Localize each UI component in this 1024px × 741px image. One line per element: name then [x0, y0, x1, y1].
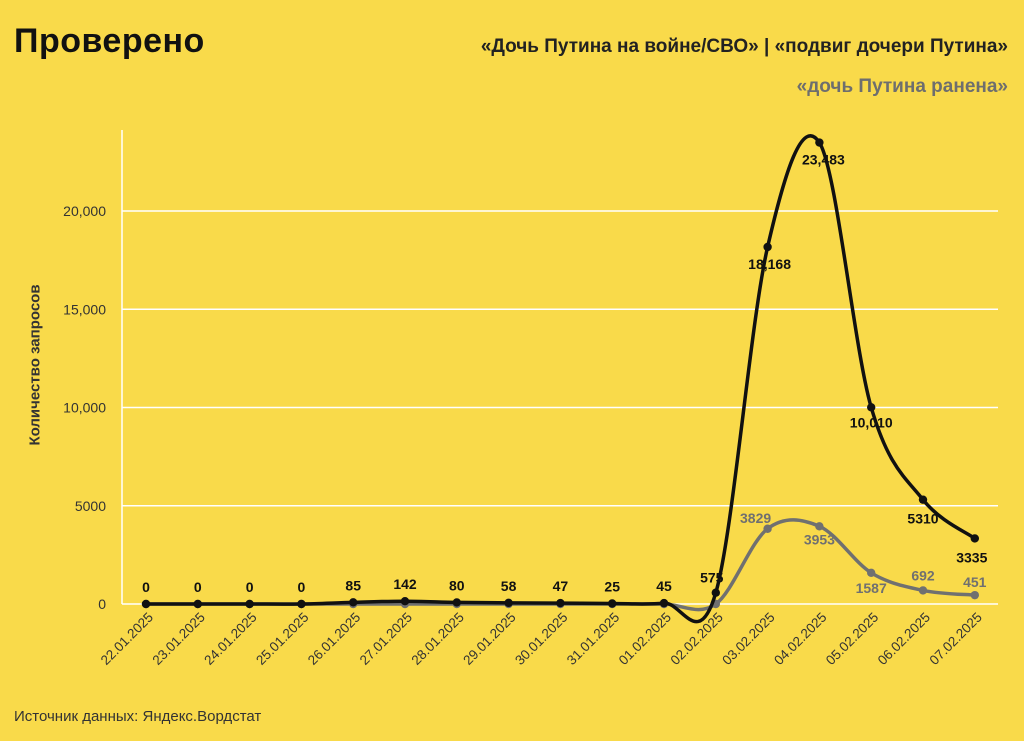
series1-point [815, 138, 824, 147]
series1-point [867, 403, 876, 412]
x-tick-label: 03.02.2025 [719, 610, 777, 668]
series1-data-label: 142 [393, 576, 417, 592]
series1-data-label: 575 [700, 570, 724, 586]
series1-point [608, 599, 617, 608]
series1-data-label: 0 [142, 579, 150, 595]
series1-data-label: 18,168 [748, 256, 791, 272]
x-tick-label: 25.01.2025 [253, 610, 311, 668]
chart-title-series1: «Дочь Путина на войне/СВО» | «подвиг доч… [480, 36, 1008, 57]
series1-data-label: 45 [656, 578, 672, 594]
series1-point [970, 534, 979, 543]
series1-point [297, 599, 306, 609]
x-tick-label: 26.01.2025 [305, 610, 363, 668]
series2-data-label: 1587 [856, 580, 887, 596]
x-tick-label: 06.02.2025 [875, 610, 933, 668]
x-tick-label: 01.02.2025 [616, 610, 674, 668]
x-tick-label: 24.01.2025 [201, 610, 259, 668]
series1-data-label: 23,483 [802, 152, 845, 168]
x-tick-label: 05.02.2025 [823, 610, 881, 668]
y-tick-label: 5000 [75, 498, 106, 514]
series2-point [970, 590, 979, 600]
series1-point [349, 598, 358, 607]
series2-point [815, 522, 824, 531]
series1-data-label: 80 [449, 577, 465, 593]
series1-data-label: 85 [345, 577, 361, 593]
series1-data-label: 58 [501, 578, 517, 594]
series2-point [867, 568, 876, 578]
series1-data-label: 0 [194, 579, 202, 595]
x-tick-label: 22.01.2025 [98, 610, 156, 668]
x-tick-label: 02.02.2025 [668, 610, 726, 668]
x-tick-label: 23.01.2025 [150, 610, 208, 668]
series1-data-label: 0 [298, 579, 306, 595]
series1-point [141, 599, 151, 609]
chart-title-series2: «дочь Путина ранена» [796, 76, 1008, 97]
series2-data-label: 451 [963, 574, 987, 590]
series1-point [659, 598, 669, 608]
y-tick-label: 20,000 [63, 203, 106, 219]
series2-line [146, 518, 975, 612]
series1-point [400, 597, 410, 606]
y-tick-label: 15,000 [63, 301, 106, 317]
x-tick-label: 30.01.2025 [512, 610, 570, 668]
series2-point [763, 524, 772, 533]
series1-point [711, 588, 720, 597]
series2-data-label: 3829 [740, 510, 771, 526]
x-tick-label: 28.01.2025 [409, 610, 467, 668]
series1-point [918, 495, 928, 504]
y-tick-label: 10,000 [63, 400, 106, 416]
y-tick-label: 0 [98, 596, 106, 612]
x-tick-label: 31.01.2025 [564, 610, 622, 668]
data-source: Источник данных: Яндекс.Вордстат [14, 708, 262, 725]
series1-point [193, 599, 202, 609]
x-tick-label: 27.01.2025 [357, 610, 415, 668]
series2-data-label: 3953 [804, 531, 835, 547]
series1-point [763, 242, 772, 252]
x-tick-label: 29.01.2025 [460, 610, 518, 668]
series2-point [918, 586, 928, 595]
series1-line [146, 134, 976, 624]
series1-data-label: 5310 [907, 511, 938, 527]
brand-logo: Проверено [14, 22, 205, 60]
series1-point [245, 599, 254, 609]
series1-data-label: 25 [604, 579, 620, 595]
series1-point [504, 598, 513, 608]
series1-data-label: 3335 [956, 549, 987, 565]
series1-data-label: 47 [553, 578, 569, 594]
x-tick-label: 07.02.2025 [927, 610, 985, 668]
series1-data-label: 0 [246, 579, 254, 595]
series1-point [556, 598, 565, 608]
series2-data-label: 692 [911, 567, 935, 583]
series1-data-label: 10,010 [850, 414, 893, 430]
x-tick-label: 04.02.2025 [771, 610, 829, 668]
series1-point [452, 598, 461, 607]
